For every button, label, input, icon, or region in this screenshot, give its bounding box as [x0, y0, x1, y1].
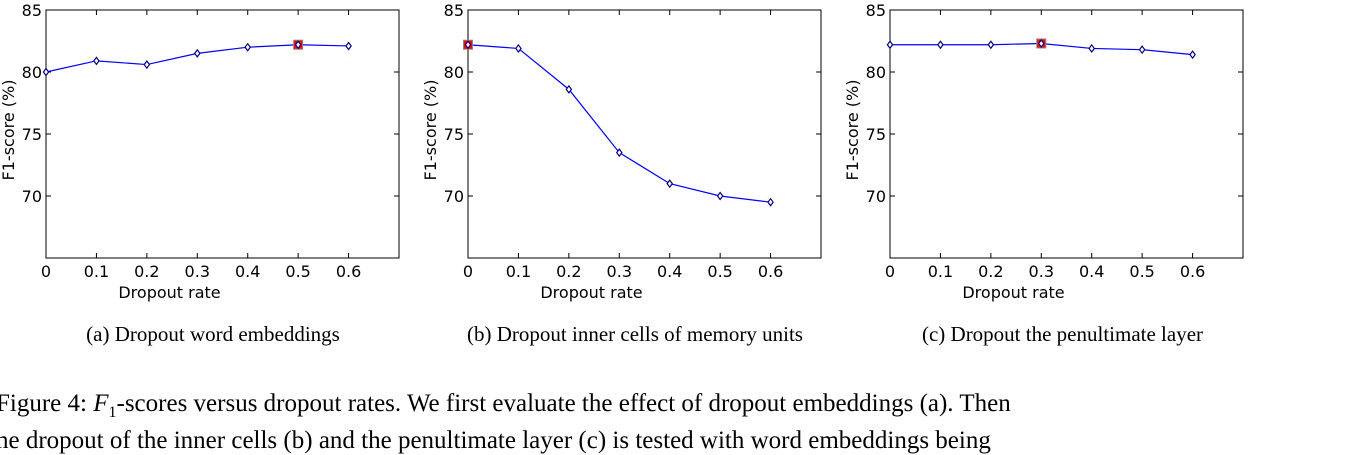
data-point — [886, 40, 894, 50]
x-tick-label: 0.2 — [134, 262, 159, 281]
figure-caption-line-1: Figure 4: F1-scores versus dropout rates… — [0, 390, 1011, 422]
data-point — [42, 67, 50, 77]
y-tick-label: 85 — [22, 1, 42, 20]
subcaption-a: (a) Dropout word embeddings — [86, 322, 340, 346]
data-point — [767, 197, 774, 207]
x-tick-label: 0.3 — [1029, 262, 1054, 281]
x-tick-label: 0.5 — [285, 262, 310, 281]
chart-b: 0 0.1 0.2 0.3 0.4 0.5 0.6 70 75 80 85 Dropout rate F… — [421, 1, 822, 302]
data-point — [345, 41, 352, 51]
y-tick-label: 85 — [866, 1, 886, 20]
data-point — [565, 84, 573, 94]
x-tick-label: 0.1 — [928, 262, 953, 281]
chart-a: 0 0.1 0.2 0.3 0.4 0.5 0.6 70 75 80 85 Dropout rate F… — [0, 1, 400, 302]
x-tick-label: 0 — [41, 262, 51, 281]
subcaption-c: (c) Dropout the penultimate layer — [921, 322, 1204, 346]
x-tick-label: 0.5 — [1129, 262, 1154, 281]
data-point — [987, 40, 995, 50]
plot-frame — [45, 9, 400, 259]
x-tick-label: 0.6 — [336, 262, 361, 281]
y-tick-label: 75 — [866, 125, 886, 144]
x-tick-label: 0.3 — [607, 262, 632, 281]
x-tick-label: 0.1 — [84, 262, 109, 281]
data-point — [716, 191, 724, 201]
y-axis-label: F1-score (%) — [421, 80, 440, 181]
x-tick-label: 0.4 — [1079, 262, 1104, 281]
y-tick-label: 85 — [444, 1, 464, 20]
x-tick-label: 0 — [885, 262, 895, 281]
y-tick-label: 80 — [866, 63, 886, 82]
y-tick-label: 80 — [22, 63, 42, 82]
x-tick-label: 0.6 — [758, 262, 783, 281]
subcaption-b: (b) Dropout inner cells of memory units — [467, 322, 803, 346]
chart-c: 0 0.1 0.2 0.3 0.4 0.5 0.6 70 75 80 85 Dropout rate F… — [843, 1, 1244, 302]
data-point — [1088, 43, 1096, 53]
data-point — [244, 42, 252, 52]
y-tick-label: 70 — [444, 187, 464, 206]
data-point — [1138, 45, 1146, 55]
figure-caption-text-1: -scores versus dropout rates. We first e… — [116, 390, 1011, 417]
figure-caption-text-2: he dropout of the inner cells (b) and th… — [0, 427, 991, 454]
data-point — [1037, 38, 1045, 48]
x-tick-label: 0.1 — [506, 262, 531, 281]
data-point — [464, 40, 472, 50]
x-tick-label: 0.4 — [235, 262, 260, 281]
x-tick-label: 0.2 — [978, 262, 1003, 281]
x-tick-label: 0.6 — [1180, 262, 1205, 281]
x-tick-label: 0.5 — [707, 262, 732, 281]
x-tick-label: 0.2 — [556, 262, 581, 281]
data-point — [937, 40, 944, 50]
data-point — [143, 60, 151, 70]
x-tick-label: 0.4 — [657, 262, 682, 281]
series-line — [467, 44, 771, 203]
y-tick-label: 80 — [444, 63, 464, 82]
plot-frame — [467, 9, 822, 259]
data-point — [193, 48, 201, 58]
data-point — [515, 43, 522, 53]
figure-caption-line-2: he dropout of the inner cells (b) and th… — [0, 427, 991, 455]
x-axis-label: Dropout rate — [118, 283, 220, 302]
data-point — [93, 56, 100, 66]
data-point — [1189, 50, 1196, 60]
figure-caption-label: Figure 4: — [0, 390, 87, 417]
data-point — [615, 148, 623, 158]
y-tick-label: 70 — [866, 187, 886, 206]
y-tick-label: 75 — [444, 125, 464, 144]
figure-4: 0 0.1 0.2 0.3 0.4 0.5 0.6 70 75 80 85 Dropout rate F… — [0, 1, 1244, 302]
x-axis-label: Dropout rate — [540, 283, 642, 302]
data-point — [294, 40, 302, 50]
data-point — [666, 179, 674, 189]
x-axis-label: Dropout rate — [962, 283, 1064, 302]
figure-caption-f1: F — [93, 390, 109, 417]
y-tick-label: 70 — [22, 187, 42, 206]
x-tick-label: 0 — [463, 262, 473, 281]
x-tick-label: 0.3 — [185, 262, 210, 281]
y-axis-label: F1-score (%) — [843, 80, 862, 181]
y-tick-label: 75 — [22, 125, 42, 144]
y-axis-label: F1-score (%) — [0, 80, 18, 181]
series-line — [45, 44, 349, 73]
plot-frame — [889, 9, 1244, 259]
